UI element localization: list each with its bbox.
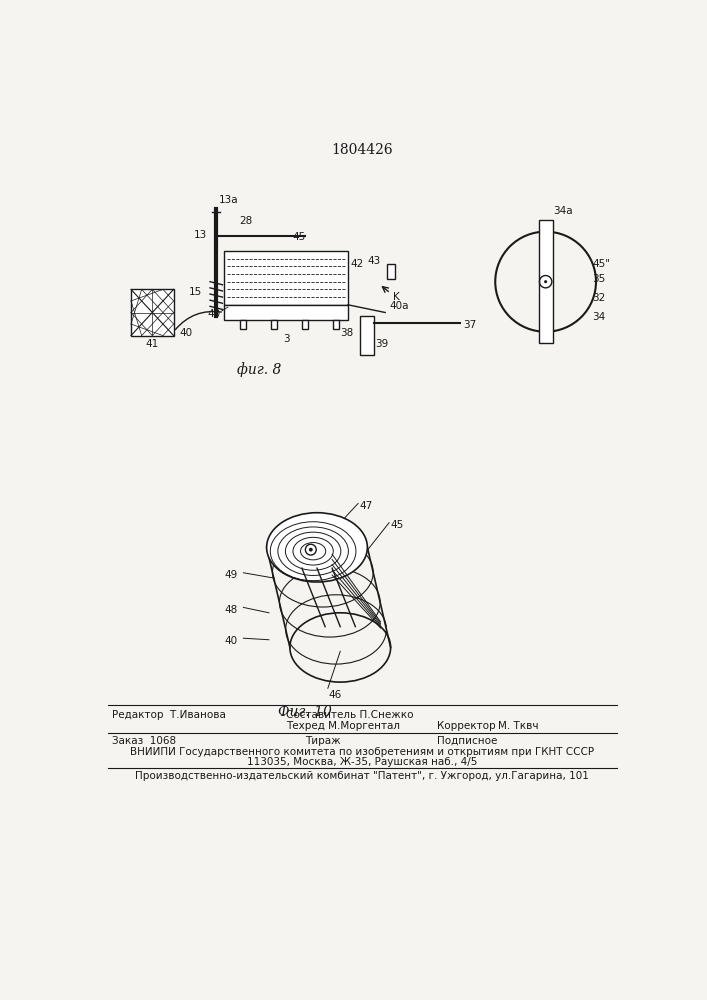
Bar <box>539 220 553 343</box>
Bar <box>387 264 395 279</box>
Text: 15: 15 <box>189 287 202 297</box>
Text: 40a: 40a <box>389 301 409 311</box>
Text: ВНИИПИ Государственного комитета по изобретениям и открытиям при ГКНТ СССР: ВНИИПИ Государственного комитета по изоб… <box>130 747 594 757</box>
Text: 49: 49 <box>224 570 238 580</box>
Text: М. Тквч: М. Тквч <box>498 721 538 731</box>
Text: 47: 47 <box>360 501 373 511</box>
Text: Тираж: Тираж <box>305 736 341 746</box>
Bar <box>240 320 246 329</box>
Bar <box>224 251 348 305</box>
Text: 43: 43 <box>368 256 380 266</box>
Ellipse shape <box>267 513 368 582</box>
Text: 46: 46 <box>329 690 342 700</box>
Text: 32: 32 <box>592 293 605 303</box>
Text: 40: 40 <box>224 636 237 646</box>
Text: 42: 42 <box>351 259 363 269</box>
Text: 45": 45" <box>592 259 610 269</box>
Text: 35: 35 <box>592 274 605 284</box>
Text: 3: 3 <box>283 334 289 344</box>
Text: Составитель П.Снежко: Составитель П.Снежко <box>286 710 414 720</box>
Text: фиг. 8: фиг. 8 <box>237 363 281 377</box>
Text: Редактор  Т.Иванова: Редактор Т.Иванова <box>112 710 226 720</box>
Text: 28: 28 <box>240 216 252 226</box>
Text: 48: 48 <box>224 605 238 615</box>
Bar <box>131 289 174 336</box>
Bar <box>301 320 308 329</box>
Text: 40: 40 <box>180 328 193 338</box>
Text: 41: 41 <box>146 339 159 349</box>
Text: Подписное: Подписное <box>437 736 498 746</box>
Text: Корректор: Корректор <box>437 721 496 731</box>
Text: Заказ  1068: Заказ 1068 <box>112 736 176 746</box>
Text: 34a: 34a <box>554 206 573 216</box>
Circle shape <box>309 548 312 552</box>
Text: Фиг. 10: Фиг. 10 <box>279 705 332 719</box>
Text: 13: 13 <box>194 230 207 240</box>
Text: 37: 37 <box>462 320 476 330</box>
Text: 39: 39 <box>375 339 388 349</box>
Text: K: K <box>393 292 399 302</box>
Text: Техред М.Моргентал: Техред М.Моргентал <box>286 721 400 731</box>
Text: 40: 40 <box>207 309 220 319</box>
Circle shape <box>544 280 547 283</box>
Text: Производственно-издательский комбинат "Патент", г. Ужгород, ул.Гагарина, 101: Производственно-издательский комбинат "П… <box>135 771 589 781</box>
Bar <box>332 320 339 329</box>
Bar <box>271 320 276 329</box>
Bar <box>224 305 348 320</box>
Bar <box>360 316 373 355</box>
Text: 38: 38 <box>340 328 354 338</box>
Text: 1804426: 1804426 <box>331 143 393 157</box>
Text: 113035, Москва, Ж-35, Раушская наб., 4/5: 113035, Москва, Ж-35, Раушская наб., 4/5 <box>247 757 477 767</box>
Text: 34: 34 <box>592 312 605 322</box>
Text: 45: 45 <box>292 232 305 242</box>
Text: 45: 45 <box>391 520 404 530</box>
Text: 13a: 13a <box>218 195 238 205</box>
